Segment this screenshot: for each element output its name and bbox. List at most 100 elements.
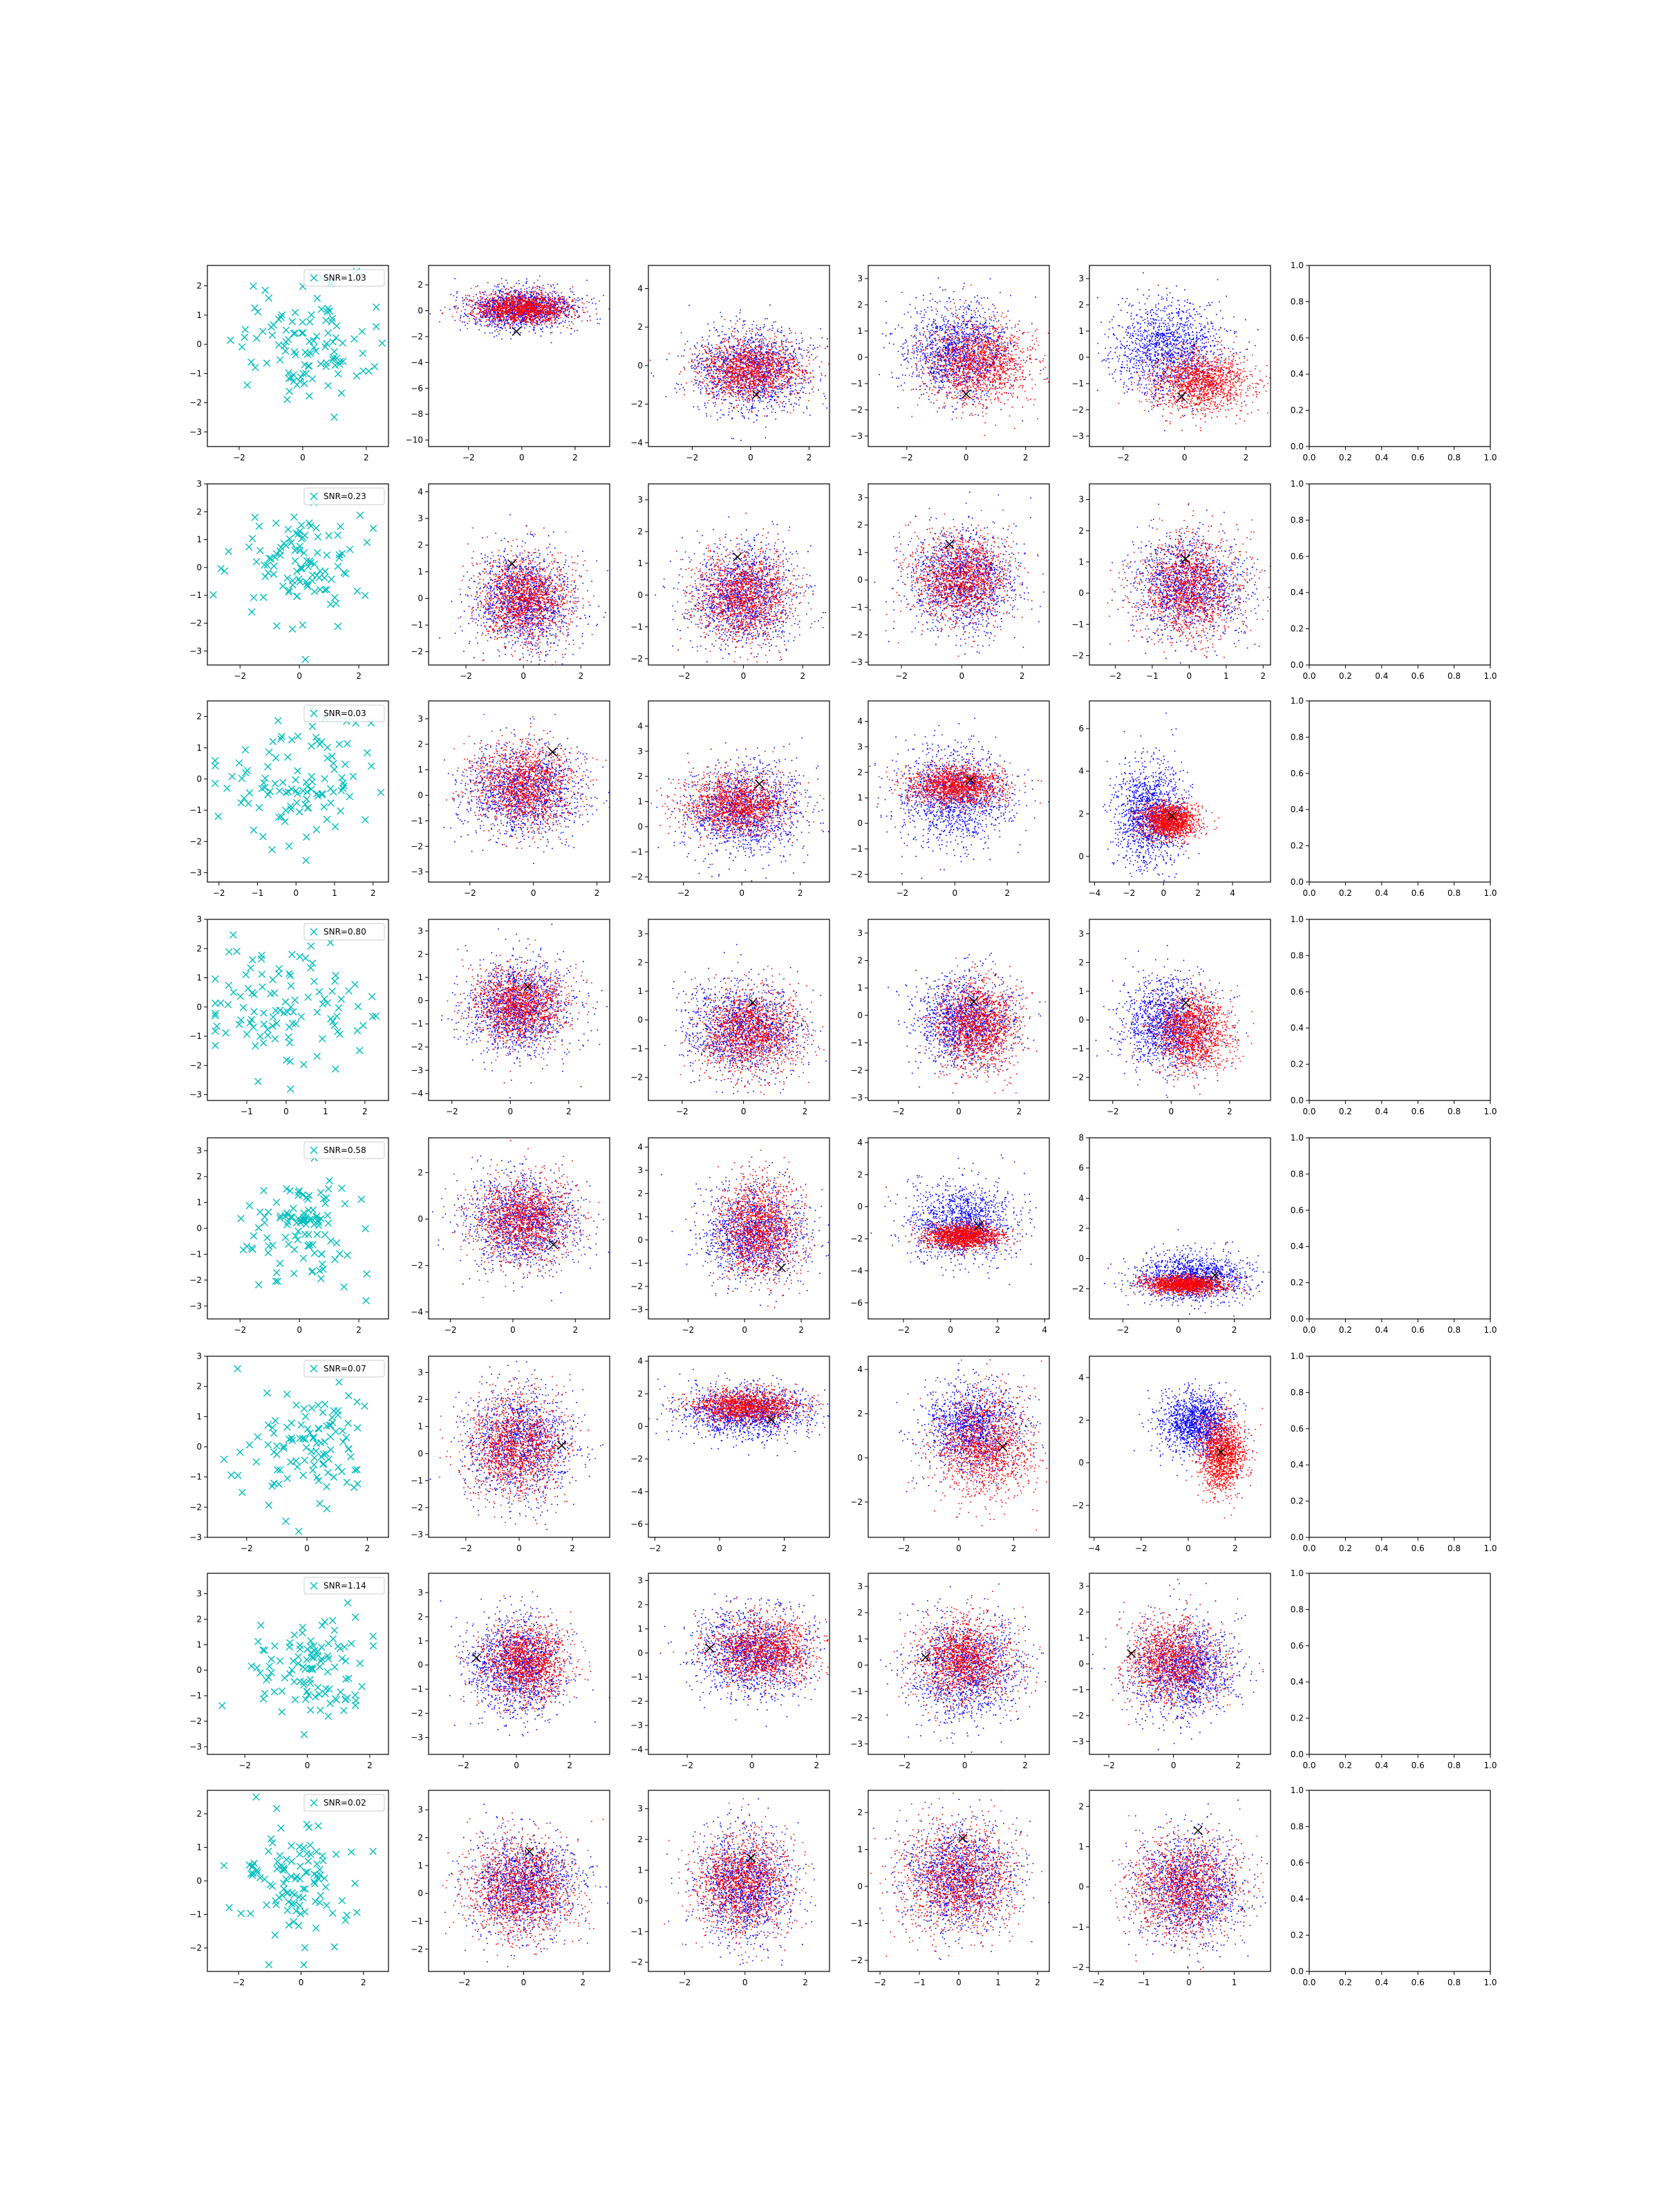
x-tick-label: 0 — [956, 1978, 962, 1987]
x-tick-label: 2 — [1260, 671, 1266, 681]
sample-point-x — [234, 948, 241, 955]
sample-point-x — [279, 1709, 285, 1716]
y-tick-label: 0 — [1078, 852, 1084, 861]
sample-point-x — [332, 978, 339, 985]
y-tick-label: 2 — [1078, 1801, 1084, 1811]
x-tick-label: 0.0 — [1302, 453, 1315, 462]
y-tick-label: −3 — [630, 1305, 643, 1315]
sample-point-x — [238, 1910, 245, 1917]
sample-point-x — [238, 775, 245, 782]
plot-area — [655, 513, 831, 678]
y-tick-label: 0.4 — [1291, 1894, 1304, 1904]
sample-point-x — [285, 789, 292, 796]
y-tick-label: −4 — [630, 438, 643, 447]
x-tick-label: 0.4 — [1375, 1325, 1388, 1335]
sample-point-x — [257, 547, 264, 554]
series-blue-dots — [666, 1799, 816, 1984]
sample-point-x — [357, 512, 364, 518]
sample-point-x — [265, 1502, 272, 1509]
sample-point-x — [300, 1255, 307, 1262]
y-tick-label: −2 — [630, 1454, 643, 1464]
y-tick-label: 0 — [196, 774, 202, 784]
sample-point-x — [311, 1250, 318, 1257]
x-tick-label: 0 — [956, 1107, 962, 1116]
series-blue-dots — [655, 516, 831, 678]
subplot-r2-c5: 0.0 0.2 0.4 0.6 0.8 1.00.00.20.40.60.81.0 — [1291, 696, 1497, 898]
sample-point-x — [276, 357, 283, 364]
sample-point-x — [332, 335, 339, 341]
x-tick-label: 2 — [356, 671, 362, 681]
y-tick-label: 0.6 — [1291, 552, 1304, 561]
sample-point-x — [281, 818, 288, 825]
y-tick-label: −2 — [411, 841, 423, 851]
x-tick-label: 0 — [510, 1325, 516, 1335]
sample-point-x — [252, 305, 259, 312]
sample-point-x — [346, 793, 353, 800]
y-tick-label: −2 — [1071, 1711, 1084, 1721]
sample-point-x — [297, 1850, 303, 1857]
y-tick-label: −3 — [189, 427, 202, 437]
sample-point-x — [344, 740, 351, 747]
sample-point-x — [324, 552, 330, 559]
x-tick-label: −2 — [464, 888, 476, 898]
legend-label: SNR=0.02 — [324, 1798, 366, 1808]
x-tick-label: −2 — [232, 1978, 245, 1987]
sample-point-x — [322, 1884, 329, 1891]
x-tick-label: 0 — [293, 888, 299, 898]
y-tick-label: 2 — [418, 1395, 423, 1405]
sample-point-x — [354, 1481, 361, 1488]
x-tick-label: 0 — [300, 453, 306, 462]
series-blue-points — [661, 1156, 833, 1306]
sample-point-x — [346, 546, 353, 553]
sample-point-x — [294, 531, 301, 538]
sample-point-x — [262, 287, 269, 294]
y-tick-label: 1.0 — [1291, 261, 1304, 270]
sample-point-x — [313, 333, 320, 340]
y-tick-label: 0.0 — [1291, 877, 1304, 887]
x-tick-label: 2 — [572, 1325, 578, 1335]
sample-point-x — [247, 1910, 254, 1917]
y-tick-label: 1 — [857, 983, 863, 993]
y-tick-label: 0 — [637, 1421, 643, 1431]
y-tick-label: 2 — [418, 541, 423, 550]
x-tick-label: −2 — [1107, 1107, 1119, 1116]
sample-point-x — [241, 334, 248, 341]
sample-point-x — [272, 1642, 279, 1649]
series-red-points — [1105, 1585, 1264, 1725]
sample-point-x — [339, 774, 346, 781]
sample-point-x — [250, 594, 257, 601]
sample-point-x — [273, 1806, 280, 1812]
x-tick-label: 2 — [579, 671, 584, 681]
sample-point-x — [302, 349, 309, 356]
x-tick-label: −1 — [252, 888, 264, 898]
sample-point-x — [341, 1201, 348, 1208]
y-tick-label: 0.6 — [1291, 1424, 1304, 1434]
x-tick-label: 0 — [519, 453, 525, 462]
series-red-dots — [891, 285, 1074, 436]
y-tick-label: 0 — [857, 353, 863, 362]
x-tick-label: 0.0 — [1302, 1761, 1315, 1770]
sample-point-x — [263, 1677, 270, 1684]
sample-point-x — [331, 594, 338, 601]
y-tick-label: 1 — [1078, 1842, 1084, 1852]
sample-point-x — [308, 786, 315, 793]
y-tick-label: −4 — [411, 357, 423, 367]
sample-point-x — [264, 1389, 271, 1396]
y-tick-label: −2 — [1071, 1962, 1084, 1972]
plot-area — [440, 1591, 610, 1736]
sample-point-x — [297, 1642, 303, 1649]
y-tick-label: 2 — [637, 1189, 643, 1199]
y-tick-label: 3 — [418, 1367, 423, 1377]
sample-point-x — [354, 1425, 361, 1432]
sample-point-x — [330, 1635, 337, 1642]
x-tick-label: 1.0 — [1483, 1761, 1497, 1770]
y-tick-label: 3 — [196, 1146, 202, 1156]
sample-point-x — [344, 1912, 350, 1919]
sample-point-x — [313, 826, 320, 833]
sample-point-x — [265, 1848, 272, 1855]
legend: SNR=0.80 — [304, 924, 384, 940]
sample-point-x — [212, 1042, 219, 1049]
y-tick-label: −2 — [850, 1234, 863, 1244]
sample-point-x — [268, 1656, 275, 1662]
